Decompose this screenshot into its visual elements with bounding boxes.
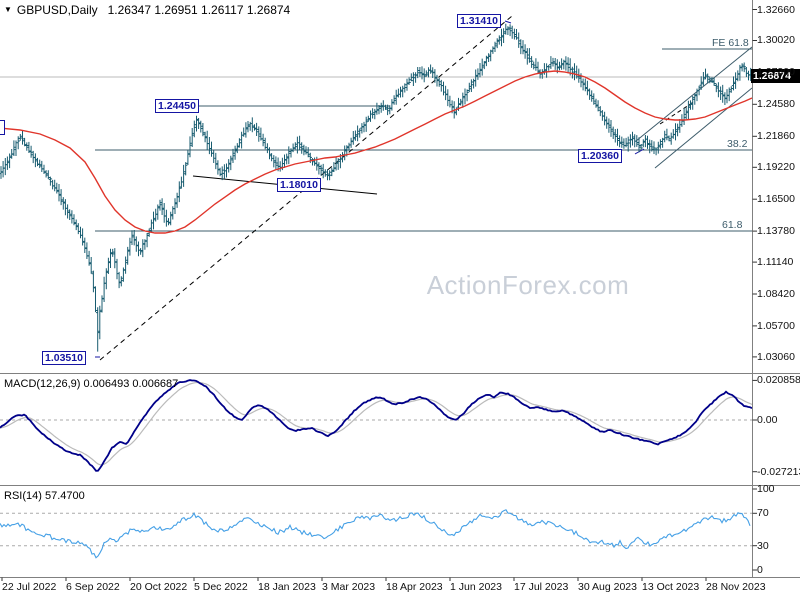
current-price-box: 1.26874 <box>751 69 800 83</box>
date-label: 20 Oct 2022 <box>130 581 188 593</box>
price-tick-label: 1.11140 <box>757 256 794 269</box>
price-tick-label: 1.27300 <box>757 66 795 79</box>
moving-average-line[interactable] <box>0 70 753 234</box>
clipped-price-label <box>0 120 5 135</box>
price-tick-label: 1.21860 <box>757 130 795 143</box>
price-tick-label: 1.24580 <box>757 98 795 111</box>
macd-indicator-label: MACD(12,26,9) 0.006493 0.006687 <box>4 378 179 390</box>
price-tick-label: 1.13780 <box>757 225 795 238</box>
rsi-indicator-label: RSI(14) 57.4700 <box>4 490 85 502</box>
channel-lower-line[interactable] <box>654 87 753 169</box>
date-label: 5 Dec 2022 <box>194 581 248 593</box>
watermark: ActionForex.com <box>426 270 630 300</box>
date-label: 3 Mar 2023 <box>322 581 376 593</box>
date-label: 22 Jul 2022 <box>2 581 57 593</box>
date-label: 18 Apr 2023 <box>386 581 443 593</box>
price-tick-label: 1.08420 <box>757 288 795 300</box>
symbol-period-label: GBPUSD,Daily <box>16 3 98 17</box>
price-tick-label: 1.32660 <box>757 3 795 16</box>
macd-signal-line[interactable] <box>0 381 753 466</box>
date-label: 18 Jan 2023 <box>258 581 316 593</box>
date-label: 6 Sep 2022 <box>66 581 120 593</box>
price-annotation-label[interactable]: 1.18010 <box>277 178 321 192</box>
ohlc-values: 1.26347 1.26951 1.26117 1.26874 <box>107 3 291 17</box>
price-tick-label: 1.03060 <box>757 350 795 363</box>
rsi-tick-label: 30 <box>757 539 769 552</box>
price-tick-label: 1.30020 <box>757 34 795 47</box>
macd-tick-label: 0.020858 <box>757 374 800 387</box>
date-label: 13 Oct 2023 <box>642 581 700 593</box>
rsi-tick-label: 70 <box>757 507 769 520</box>
fib-level-label[interactable]: FE 61.8 <box>712 37 749 49</box>
price-tick-label: 1.05700 <box>757 319 795 332</box>
price-tick-label: 1.19220 <box>757 161 795 174</box>
date-label: 30 Aug 2023 <box>578 581 637 593</box>
date-label: 17 Jul 2023 <box>514 581 569 593</box>
price-annotation-label[interactable]: 1.31410 <box>457 14 501 28</box>
price-tick-label: 1.16500 <box>757 193 795 206</box>
fib-level-label[interactable]: 61.8 <box>722 219 743 231</box>
rsi-line[interactable] <box>0 509 751 559</box>
label-connector[interactable] <box>504 20 512 24</box>
macd-tick-label: -0.027213 <box>757 465 800 478</box>
collapse-arrow-icon[interactable]: ▼ <box>4 5 12 14</box>
chart-title: ▼ GBPUSD,Daily 1.26347 1.26951 1.26117 1.2… <box>4 3 290 17</box>
date-label: 1 Jun 2023 <box>450 581 502 593</box>
price-annotation-label[interactable]: 1.03510 <box>42 351 86 365</box>
fib-level-label[interactable]: 38.2 <box>727 138 748 150</box>
price-annotation-label[interactable]: 1.24450 <box>155 99 199 113</box>
rsi-tick-label: 100 <box>757 483 775 495</box>
rsi-tick-label: 0 <box>757 564 763 576</box>
price-annotation-label[interactable]: 1.20360 <box>578 149 622 163</box>
date-label: 28 Nov 2023 <box>706 581 766 593</box>
macd-main-line[interactable] <box>0 379 753 472</box>
candlestick-series[interactable] <box>0 23 753 352</box>
macd-tick-label: 0.00 <box>757 414 778 426</box>
channel-upper-line[interactable] <box>635 46 753 142</box>
